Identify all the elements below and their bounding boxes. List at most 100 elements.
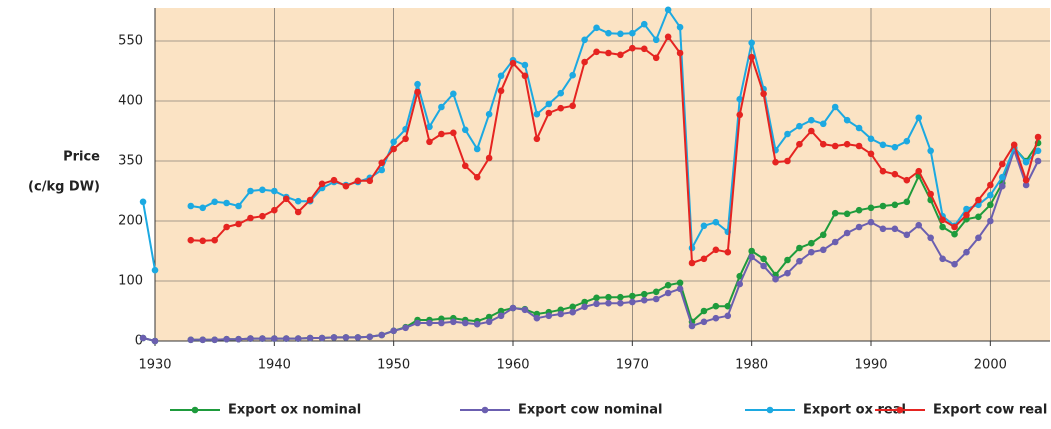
data-point (808, 116, 815, 124)
data-point (879, 167, 887, 175)
data-point (438, 319, 445, 327)
data-point (593, 24, 600, 32)
data-point (461, 319, 469, 327)
data-point (975, 234, 982, 242)
data-point (199, 204, 207, 212)
data-point (605, 293, 612, 301)
data-point (831, 238, 839, 246)
data-point (784, 256, 791, 264)
data-point (927, 234, 934, 242)
data-point (1022, 181, 1030, 189)
data-point (605, 49, 612, 57)
data-point (700, 222, 708, 230)
data-point (330, 176, 338, 184)
data-point (998, 173, 1006, 181)
data-point (652, 54, 660, 62)
legend-swatch (896, 406, 904, 414)
legend-swatch (766, 406, 774, 414)
data-point (235, 335, 242, 343)
data-point (605, 299, 612, 307)
data-point (927, 147, 934, 155)
data-point (640, 296, 648, 304)
y-axis-title: Price (63, 150, 100, 165)
data-point (1034, 147, 1042, 155)
legend-text: Export ox nominal (228, 403, 361, 418)
data-point (414, 80, 421, 88)
y-tick-label: 200 (118, 214, 143, 229)
data-point (640, 45, 648, 53)
data-point (724, 248, 732, 256)
data-point (855, 142, 863, 150)
x-tick-label: 2000 (974, 358, 1007, 373)
data-point (593, 300, 600, 308)
data-point (557, 89, 565, 97)
data-point (927, 190, 934, 198)
data-point (557, 104, 565, 112)
data-point (903, 176, 911, 184)
data-point (951, 230, 958, 238)
data-point (211, 336, 218, 344)
data-point (664, 281, 672, 289)
data-point (808, 248, 815, 256)
data-point (247, 187, 254, 195)
data-point (712, 246, 720, 254)
data-point (879, 141, 887, 149)
data-point (939, 216, 946, 224)
data-point (748, 253, 755, 261)
legend-text: Export ox real (803, 403, 906, 418)
data-point (903, 198, 911, 206)
data-point (306, 196, 314, 204)
legend-text: Export cow real (933, 403, 1047, 418)
data-point (975, 196, 982, 204)
data-point (652, 295, 660, 303)
data-point (855, 124, 863, 132)
x-tick-label: 1990 (854, 358, 887, 373)
data-point (569, 303, 576, 311)
data-point (461, 162, 469, 170)
data-point (998, 160, 1006, 168)
data-point (963, 205, 970, 213)
data-point (187, 236, 195, 244)
data-point (772, 275, 779, 283)
data-point (354, 177, 362, 185)
data-point (581, 303, 588, 311)
data-point (987, 201, 994, 209)
data-point (617, 51, 624, 59)
data-point (438, 130, 445, 138)
data-point (748, 247, 755, 255)
data-point (497, 312, 505, 320)
data-point (438, 103, 445, 111)
data-point (461, 126, 469, 134)
data-point (271, 206, 278, 214)
y-tick-label: 350 (118, 154, 143, 169)
data-point (139, 198, 147, 206)
data-point (796, 244, 803, 252)
data-point (796, 122, 803, 130)
data-point (891, 225, 899, 233)
data-point (879, 202, 887, 210)
data-point (342, 334, 350, 341)
data-point (390, 145, 397, 153)
data-point (796, 257, 803, 265)
data-point (664, 289, 672, 297)
x-tick-label: 1940 (258, 358, 291, 373)
data-point (485, 318, 493, 326)
plot-area (155, 8, 1050, 341)
data-point (951, 260, 958, 268)
data-point (497, 87, 505, 95)
data-point (867, 150, 875, 158)
y-tick-label: 400 (118, 94, 143, 109)
data-point (414, 88, 421, 96)
data-point (629, 29, 636, 37)
data-point (629, 298, 636, 306)
data-point (629, 292, 636, 300)
data-point (294, 335, 302, 342)
data-point (700, 318, 708, 326)
data-point (378, 159, 386, 167)
data-point (187, 202, 195, 210)
data-point (1010, 141, 1018, 149)
data-point (748, 39, 755, 47)
data-point (271, 187, 278, 195)
data-point (724, 302, 732, 310)
data-point (867, 218, 875, 226)
